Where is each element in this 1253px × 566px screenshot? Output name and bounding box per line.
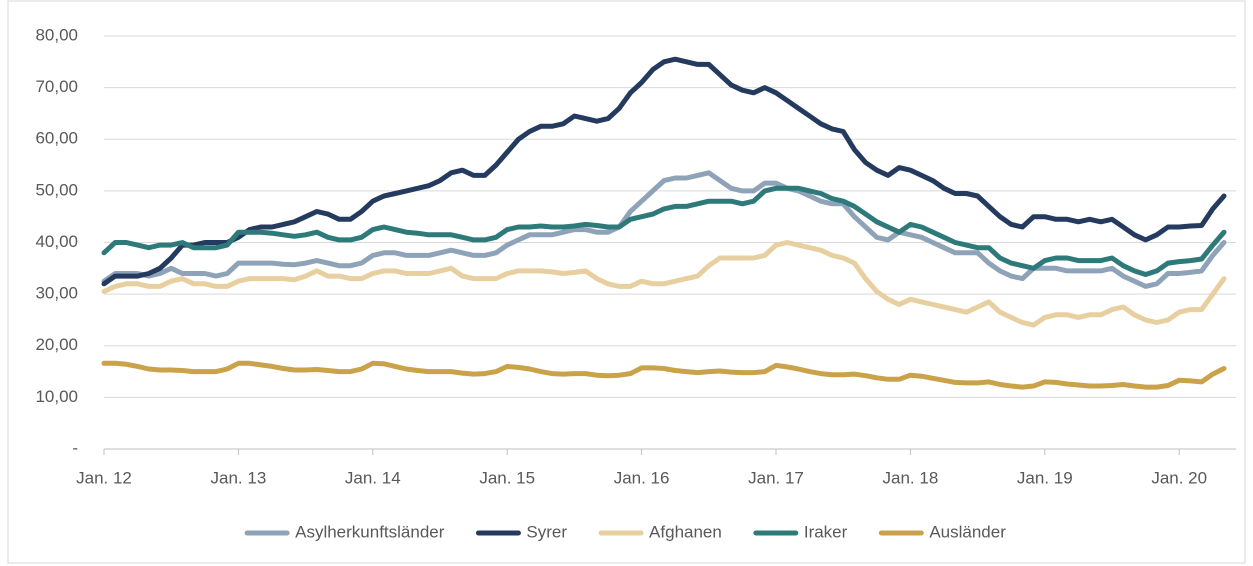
legend-label: Iraker	[804, 522, 848, 541]
y-tick-label: 10,00	[35, 387, 78, 406]
x-tick-label: Jan. 20	[1151, 468, 1207, 487]
legend-label: Asylherkunftsländer	[295, 522, 445, 541]
y-tick-label: 20,00	[35, 335, 78, 354]
x-tick-label: Jan. 13	[211, 468, 267, 487]
x-tick-label: Jan. 14	[345, 468, 401, 487]
y-tick-label: 50,00	[35, 180, 78, 199]
series-line	[101, 56, 1227, 287]
legend-label: Syrer	[526, 522, 567, 541]
y-tick-label: -	[72, 438, 78, 457]
y-tick-label: 60,00	[35, 129, 78, 148]
y-tick-label: 40,00	[35, 232, 78, 251]
legend-label: Afghanen	[649, 522, 722, 541]
y-tick-label: 70,00	[35, 77, 78, 96]
y-tick-label: 80,00	[35, 25, 78, 44]
series-line	[101, 240, 1227, 328]
x-tick-label: Jan. 18	[883, 468, 939, 487]
x-tick-label: Jan. 17	[748, 468, 804, 487]
x-tick-label: Jan. 15	[479, 468, 535, 487]
legend-label: Ausländer	[929, 522, 1006, 541]
y-tick-label: 30,00	[35, 284, 78, 303]
series-line	[101, 360, 1227, 390]
x-tick-label: Jan. 19	[1017, 468, 1073, 487]
x-tick-label: Jan. 16	[614, 468, 670, 487]
x-tick-label: Jan. 12	[76, 468, 132, 487]
series-line	[101, 185, 1227, 277]
